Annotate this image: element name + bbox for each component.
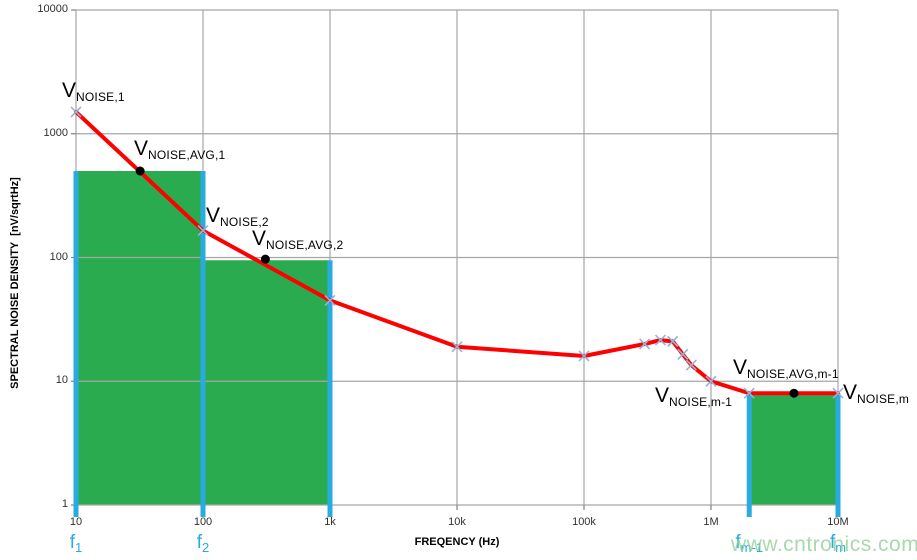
noise-band — [751, 393, 836, 505]
annotation-v1: VNOISE,1 — [62, 79, 125, 105]
x-tick-label: 1M — [703, 516, 719, 528]
freq-label-f2: f2 — [196, 532, 210, 556]
x-tick-label: 100k — [572, 516, 596, 528]
x-tick-label: 10 — [69, 516, 83, 528]
data-point-marker — [197, 225, 209, 237]
y-tick-label: 1000 — [43, 126, 68, 139]
data-point-marker — [832, 387, 844, 399]
y-tick-label: 100 — [49, 250, 68, 263]
y-axis-title: SPECTRAL NOISE DENSITY [nV/sqrtHz] — [9, 177, 21, 389]
data-point-marker — [743, 387, 755, 399]
x-tick-label: 1k — [324, 516, 336, 528]
freq-label-fm-1: fm-1 — [735, 532, 764, 556]
watermark: www.cntronics.com — [731, 533, 917, 556]
annotation-v2: VNOISE,2 — [206, 204, 269, 230]
avg-point-marker — [789, 388, 799, 398]
freq-label-f1: f1 — [69, 532, 83, 556]
annotation-avgm1: VNOISE,AVG,m-1 — [733, 356, 839, 382]
data-point-marker — [685, 359, 697, 371]
y-tick-label: 10000 — [37, 3, 68, 15]
avg-point-marker — [135, 166, 145, 176]
data-point-marker — [705, 375, 717, 387]
x-tick-label: 10k — [448, 516, 466, 528]
annotation-avg1: VNOISE,AVG,1 — [134, 137, 226, 163]
data-point-marker — [451, 341, 463, 353]
x-axis-title: FREQENCY (Hz) — [414, 536, 500, 548]
x-tick-label: 100 — [193, 516, 213, 528]
data-point-marker — [70, 106, 82, 118]
annotation-vm1: VNOISE,m-1 — [655, 384, 733, 410]
annotation-avg2: VNOISE,AVG,2 — [252, 227, 344, 253]
data-point-marker — [639, 338, 651, 350]
annotation-vm: VNOISE,m — [843, 381, 910, 407]
x-tick-label: 10M — [827, 516, 849, 528]
freq-label-fm: fm — [829, 532, 847, 556]
noise-band — [78, 171, 201, 506]
noise-band — [205, 260, 328, 505]
data-point-marker — [667, 335, 679, 347]
data-point-marker — [578, 350, 590, 362]
data-point-marker — [677, 348, 689, 360]
avg-point-marker — [260, 254, 270, 264]
y-tick-label: 1 — [61, 498, 68, 510]
data-point-marker — [654, 334, 667, 346]
y-tick-label: 10 — [55, 374, 68, 387]
data-point-marker — [324, 294, 336, 306]
